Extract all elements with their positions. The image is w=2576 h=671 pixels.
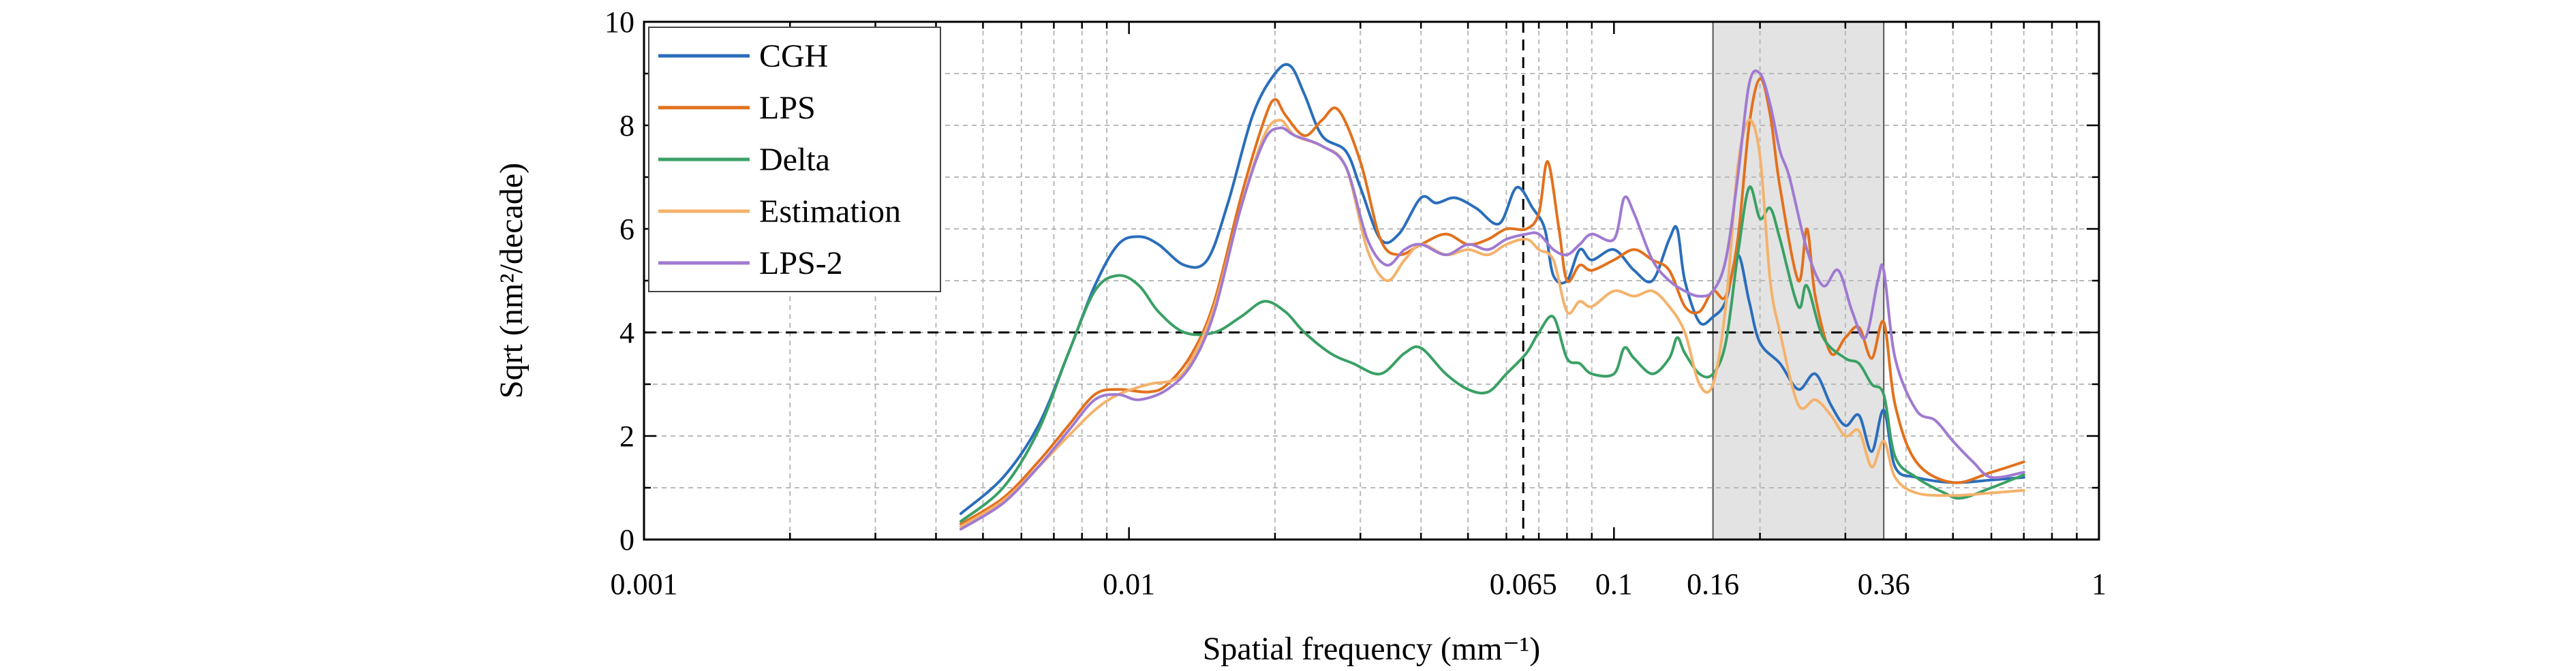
legend-label-delta: Delta (759, 142, 830, 178)
legend-label-estimation: Estimation (759, 193, 901, 230)
series-line-lps-2 (959, 69, 2025, 531)
y-tick-label: 10 (604, 5, 634, 39)
legend-label-cgh: CGH (759, 38, 828, 74)
x-tick-label: 0.001 (611, 567, 678, 601)
series-line-delta (959, 185, 2025, 523)
y-tick-labels: 0 2 4 6 8 10 (604, 5, 634, 557)
series-line-lps (959, 77, 2025, 526)
series-lines (959, 63, 2025, 531)
x-tick-label: 0.16 (1687, 567, 1739, 601)
x-tick-label: 1 (2091, 567, 2106, 601)
y-axis-title: Sqrt (nm²/decade) (493, 163, 530, 399)
legend-label-lps-2: LPS-2 (759, 245, 843, 281)
x-axis-title: Spatial frequency (mm⁻¹) (1203, 631, 1541, 667)
reference-lines (644, 22, 2099, 540)
legend-label-lps: LPS (759, 90, 816, 126)
y-tick-label: 2 (619, 420, 634, 453)
y-tick-label: 0 (619, 523, 634, 557)
y-tick-label: 8 (619, 109, 634, 142)
x-tick-label: 0.01 (1103, 567, 1155, 601)
y-tick-label: 6 (619, 213, 634, 246)
x-tick-label: 0.36 (1858, 567, 1910, 601)
y-tick-label: 4 (619, 316, 634, 349)
x-tick-label: 0.065 (1490, 567, 1557, 601)
x-tick-label: 0.1 (1595, 567, 1633, 601)
legend: CGH LPS Delta Estimation LPS-2 (648, 27, 941, 292)
x-tick-labels: 0.001 0.01 0.065 0.1 0.16 0.36 1 (611, 567, 2107, 601)
